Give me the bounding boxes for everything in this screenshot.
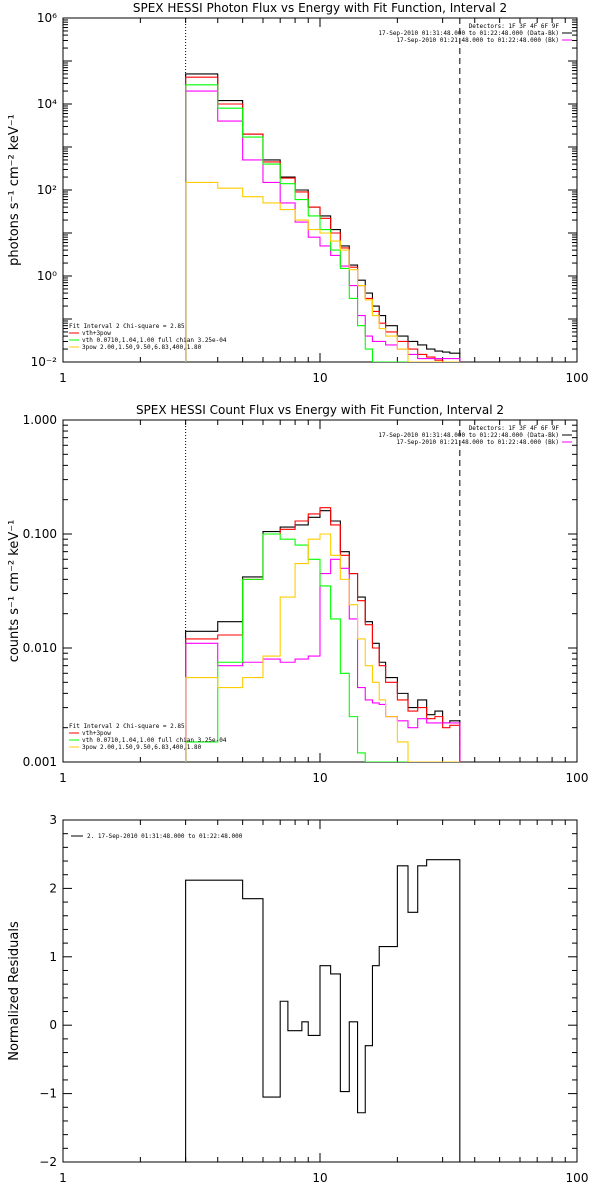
series-2-17-sep-2010-01-31-48-000-to-01-22-48-000 [185,859,461,1162]
x-tick-label: 1 [59,1171,67,1185]
chart-title: SPEX HESSI Count Flux vs Energy with Fit… [136,403,504,417]
series-3pow [185,533,460,762]
x-tick-label: 100 [566,1171,589,1185]
legend-entry: 17-Sep-2010 01:31:48.000 to 01:22:48.000… [378,30,559,37]
y-tick-label: 0.010 [23,641,57,655]
y-tick-label: −1 [39,1087,57,1101]
y-tick-label: 10⁰ [37,269,57,283]
y-tick-label: 10⁻² [31,355,58,369]
legend-entry: Fit Interval 2 Chi-square = 2.85 [69,723,185,730]
series-data-bk [185,510,461,762]
legend-entry: vth 0.0710,1.04,1.00 full chian 3.25e-04 [82,737,227,744]
chart-count: SPEX HESSI Count Flux vs Energy with Fit… [7,403,588,785]
y-axis-label: photons s⁻¹ cm⁻² keV⁻¹ [7,114,22,266]
series-data-bk [185,73,461,362]
legend-entry: 17-Sep-2010 01:31:48.000 to 01:22:48.000… [378,432,559,439]
y-tick-label: 1 [49,950,57,964]
y-tick-label: 10⁴ [37,97,57,111]
y-tick-label: −2 [39,1155,57,1169]
y-tick-label: 2 [49,881,57,895]
y-tick-label: 1.000 [23,413,57,427]
x-tick-label: 1 [59,771,67,785]
series-3pow [185,181,460,362]
legend-entry: 17-Sep-2010 01:21:48.000 to 01:22:48.000… [396,37,559,44]
y-tick-label: 10² [37,183,57,197]
y-axis-label: Normalized Residuals [7,921,22,1061]
plot-frame [62,17,578,363]
series-vth [185,84,460,362]
x-tick-label: 100 [566,371,589,385]
legend-entry: vth+3pow [82,330,111,337]
x-tick-label: 10 [312,771,327,785]
chart-title: SPEX HESSI Photon Flux vs Energy with Fi… [133,1,507,15]
x-tick-label: 100 [566,771,589,785]
legend-entry: vth+3pow [82,730,111,737]
legend-entry: vth 0.0710,1.04,1.00 full chian 3.25e-04 [82,337,227,344]
chart-photon: SPEX HESSI Photon Flux vs Energy with Fi… [7,1,588,385]
legend-entry: Fit Interval 2 Chi-square = 2.85 [69,323,185,330]
y-tick-label: 0.100 [23,527,57,541]
x-tick-label: 10 [312,1171,327,1185]
legend-entry: 3pow 2.00,1.50,9.50,6.83,400,1.80 [82,744,202,751]
x-tick-label: 10 [312,371,327,385]
legend-entry: Detectors: 1F 3F 4F 6F 9F [469,23,560,30]
y-axis-label: counts s⁻¹ cm⁻² keV⁻¹ [7,520,22,663]
series-vth-3pow [185,76,460,362]
series-bk [185,90,461,362]
legend-entry: 3pow 2.00,1.50,9.50,6.83,400,1.80 [82,344,202,351]
y-tick-label: 0.001 [23,755,57,769]
series-vth-3pow [185,507,461,762]
legend-entry: 2. 17-Sep-2010 01:31:48.000 to 01:22:48.… [87,833,243,840]
y-tick-label: 10⁶ [37,11,57,25]
series-vth [185,533,460,762]
y-tick-label: 0 [49,1018,57,1032]
legend-entry: Detectors: 1F 3F 4F 6F 9F [469,425,560,432]
x-tick-label: 1 [59,371,67,385]
series-bk [185,558,461,762]
legend-entry: 17-Sep-2010 01:21:48.000 to 01:22:48.000… [396,439,559,446]
y-tick-label: 3 [49,813,57,827]
